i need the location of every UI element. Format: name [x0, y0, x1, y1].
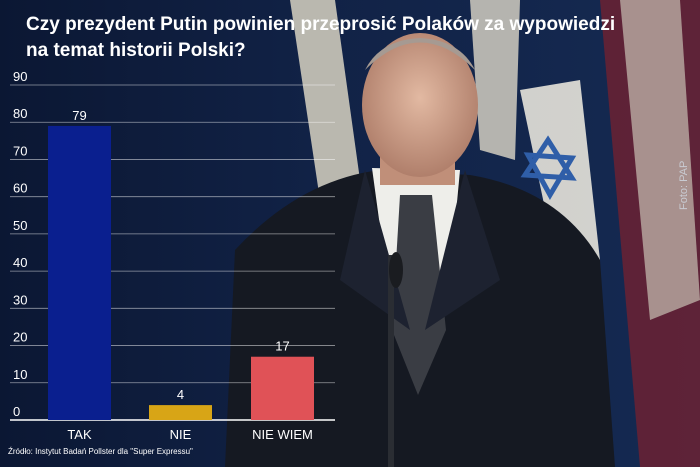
y-tick-label: 70 [13, 143, 27, 158]
data-labels: 79 4 17 [72, 108, 289, 402]
x-axis-category-labels: TAK NIE NIE WIEM [67, 427, 313, 442]
bar-nie-wiem [251, 356, 314, 420]
photo-credit: Foto: PAP [678, 160, 690, 210]
y-tick-label: 20 [13, 330, 27, 345]
y-tick-label: 40 [13, 255, 27, 270]
source-note: Źródło: Instytut Badań Pollster dla "Sup… [8, 447, 193, 456]
y-tick-label: 50 [13, 218, 27, 233]
y-tick-label: 80 [13, 106, 27, 121]
y-tick-label: 0 [13, 404, 20, 419]
y-tick-label: 90 [13, 69, 27, 84]
y-tick-label: 10 [13, 367, 27, 382]
data-label: 79 [72, 108, 86, 123]
y-tick-label: 60 [13, 181, 27, 196]
data-label: 4 [177, 387, 184, 402]
bars [48, 125, 314, 420]
category-label: NIE WIEM [252, 427, 313, 442]
chart-title: Czy prezydent Putin powinien przeprosić … [26, 14, 616, 61]
data-label: 17 [275, 339, 289, 354]
bar-nie [149, 405, 212, 420]
y-tick-label: 30 [13, 292, 27, 307]
category-label: TAK [67, 427, 92, 442]
y-axis-tick-labels: 0 10 20 30 40 50 60 70 80 90 [13, 69, 27, 419]
bar-tak [48, 125, 111, 420]
category-label: NIE [170, 427, 192, 442]
